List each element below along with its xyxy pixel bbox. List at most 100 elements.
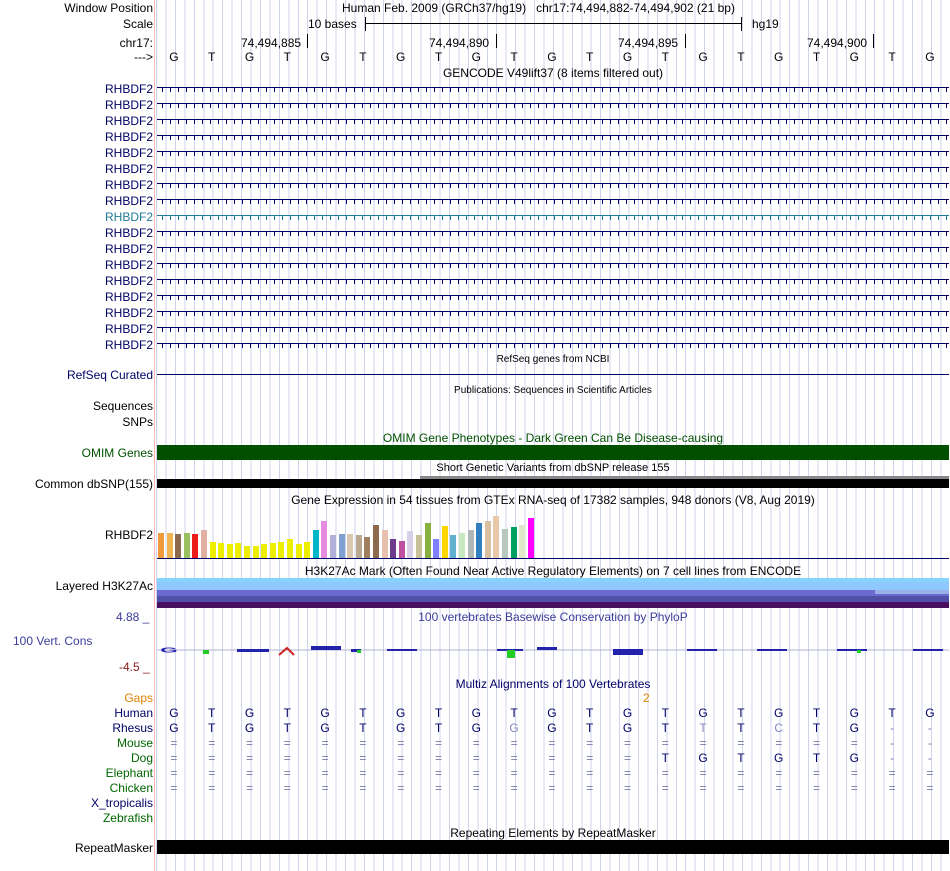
gencode-gene-feature[interactable]	[157, 199, 949, 205]
gtex-tissue-bar[interactable]	[424, 523, 431, 558]
gtex-tissue-bar[interactable]	[295, 544, 302, 558]
omim-track-title[interactable]: OMIM Gene Phenotypes - Dark Green Can Be…	[382, 431, 724, 445]
omim-gene-bar[interactable]	[157, 445, 949, 460]
publications-sequences-label[interactable]: Sequences	[92, 399, 153, 413]
gtex-tissue-bar[interactable]	[527, 518, 534, 558]
gencode-gene-feature[interactable]	[157, 183, 949, 189]
dbsnp-label[interactable]: Common dbSNP(155)	[34, 477, 153, 491]
gtex-tissue-bar[interactable]	[398, 541, 405, 558]
gencode-gene-feature[interactable]	[157, 279, 949, 285]
dbsnp-variant-bar-upper[interactable]	[420, 476, 949, 479]
gtex-tissue-bar[interactable]	[493, 516, 500, 558]
h3k27ac-signal[interactable]	[157, 578, 949, 608]
multiz-species-label[interactable]: Elephant	[105, 766, 153, 780]
gtex-tissue-bar[interactable]	[338, 534, 345, 558]
gtex-tissue-bar[interactable]	[269, 543, 276, 558]
gtex-tissue-bar[interactable]	[381, 530, 388, 558]
gencode-gene-feature[interactable]	[157, 295, 949, 301]
gtex-tissue-bar[interactable]	[390, 539, 397, 558]
multiz-species-label[interactable]: Rhesus	[112, 721, 153, 735]
gencode-gene-feature[interactable]	[157, 87, 949, 93]
multiz-track-title[interactable]: Multiz Alignments of 100 Vertebrates	[455, 677, 651, 691]
gtex-tissue-bar[interactable]	[355, 535, 362, 558]
dbsnp-track-title[interactable]: Short Genetic Variants from dbSNP releas…	[436, 462, 670, 474]
gencode-gene-label[interactable]: RHBDF2	[104, 322, 153, 336]
multiz-gap-count[interactable]: 2	[643, 691, 650, 705]
multiz-species-label[interactable]: Chicken	[109, 781, 153, 795]
gtex-tissue-bar[interactable]	[441, 526, 448, 558]
gtex-tissue-bar[interactable]	[209, 542, 216, 558]
multiz-species-label[interactable]: Mouse	[116, 736, 153, 750]
gtex-tissue-bar[interactable]	[304, 542, 311, 558]
gtex-tissue-bar[interactable]	[183, 533, 190, 558]
gtex-tissue-bar[interactable]	[459, 533, 465, 558]
gencode-track-title[interactable]: GENCODE V49lift37 (8 items filtered out)	[442, 66, 664, 80]
gtex-tissue-bar[interactable]	[244, 546, 250, 558]
phylop-label[interactable]: 100 Vert. Cons	[13, 634, 93, 648]
gencode-gene-feature[interactable]	[157, 327, 949, 333]
gtex-tissue-bar[interactable]	[252, 546, 259, 558]
phylop-logo[interactable]: G	[157, 636, 949, 666]
gencode-gene-label[interactable]: RHBDF2	[104, 274, 153, 288]
gtex-tissue-bar[interactable]	[519, 525, 526, 558]
gtex-tissue-bar[interactable]	[218, 543, 225, 558]
gtex-tissue-bar[interactable]	[433, 539, 440, 558]
gtex-tissue-bar[interactable]	[312, 530, 319, 558]
gencode-gene-label[interactable]: RHBDF2	[104, 242, 153, 256]
omim-label[interactable]: OMIM Genes	[81, 446, 153, 460]
refseq-track-title[interactable]: RefSeq genes from NCBI	[496, 354, 610, 365]
repeatmasker-label[interactable]: RepeatMasker	[74, 841, 153, 855]
gencode-gene-feature[interactable]	[157, 263, 949, 269]
gencode-gene-label[interactable]: RHBDF2	[104, 226, 153, 240]
repeatmasker-track-title[interactable]: Repeating Elements by RepeatMasker	[450, 826, 656, 840]
gencode-gene-feature[interactable]	[157, 215, 949, 221]
gencode-gene-feature[interactable]	[157, 231, 949, 237]
gtex-tissue-bar[interactable]	[287, 539, 293, 558]
gencode-gene-label[interactable]: RHBDF2	[104, 98, 153, 112]
gencode-gene-label[interactable]: RHBDF2	[104, 146, 153, 160]
gencode-gene-feature[interactable]	[157, 247, 949, 253]
refseq-gene-line[interactable]	[157, 374, 949, 375]
gtex-tissue-bar[interactable]	[450, 535, 457, 558]
gtex-tissue-bar[interactable]	[467, 530, 474, 558]
phylop-track-title[interactable]: 100 vertebrates Basewise Conservation by…	[418, 610, 688, 624]
gtex-tissue-bar[interactable]	[278, 542, 285, 558]
multiz-species-label[interactable]: Zebrafish	[102, 811, 153, 825]
gencode-gene-feature[interactable]	[157, 119, 949, 125]
publications-track-title[interactable]: Publications: Sequences in Scientific Ar…	[454, 385, 652, 396]
gtex-tissue-bar[interactable]	[166, 533, 173, 558]
gtex-tissue-bar[interactable]	[158, 533, 164, 558]
gencode-gene-label[interactable]: RHBDF2	[104, 114, 153, 128]
gtex-tissue-bar[interactable]	[347, 534, 354, 558]
gencode-gene-feature[interactable]	[157, 151, 949, 157]
gencode-gene-label[interactable]: RHBDF2	[104, 130, 153, 144]
assembly-position-text[interactable]: Human Feb. 2009 (GRCh37/hg19) chr17:74,4…	[342, 1, 735, 15]
h3k27ac-track-title[interactable]: H3K27Ac Mark (Often Found Near Active Re…	[304, 564, 802, 578]
gtex-track-title[interactable]: Gene Expression in 54 tissues from GTEx …	[291, 493, 815, 507]
gencode-gene-feature[interactable]	[157, 167, 949, 173]
gencode-gene-label[interactable]: RHBDF2	[104, 178, 153, 192]
h3k27ac-label[interactable]: Layered H3K27Ac	[55, 579, 153, 593]
dbsnp-variant-bar[interactable]	[157, 479, 949, 488]
gencode-gene-feature[interactable]	[157, 103, 949, 109]
gtex-tissue-bar[interactable]	[226, 544, 233, 558]
gencode-gene-label[interactable]: RHBDF2	[104, 210, 153, 224]
multiz-species-label[interactable]: X_tropicalis	[90, 796, 153, 810]
gencode-gene-feature[interactable]	[157, 343, 949, 349]
gencode-gene-label[interactable]: RHBDF2	[104, 290, 153, 304]
gencode-gene-label[interactable]: RHBDF2	[104, 258, 153, 272]
gtex-tissue-bar[interactable]	[192, 534, 199, 558]
gtex-tissue-bar[interactable]	[407, 531, 414, 558]
gtex-tissue-bar[interactable]	[510, 527, 517, 558]
gtex-tissue-bar[interactable]	[476, 523, 483, 558]
gencode-gene-feature[interactable]	[157, 311, 949, 317]
gtex-tissue-bar[interactable]	[364, 537, 371, 558]
multiz-gaps-label[interactable]: Gaps	[124, 691, 153, 705]
gencode-gene-label[interactable]: RHBDF2	[104, 306, 153, 320]
gencode-gene-label[interactable]: RHBDF2	[104, 338, 153, 352]
gtex-tissue-bar[interactable]	[484, 521, 491, 558]
repeatmasker-bar[interactable]	[157, 840, 949, 854]
gencode-gene-label[interactable]: RHBDF2	[104, 194, 153, 208]
gtex-tissue-bar[interactable]	[502, 529, 508, 558]
gtex-label[interactable]: RHBDF2	[104, 528, 153, 542]
